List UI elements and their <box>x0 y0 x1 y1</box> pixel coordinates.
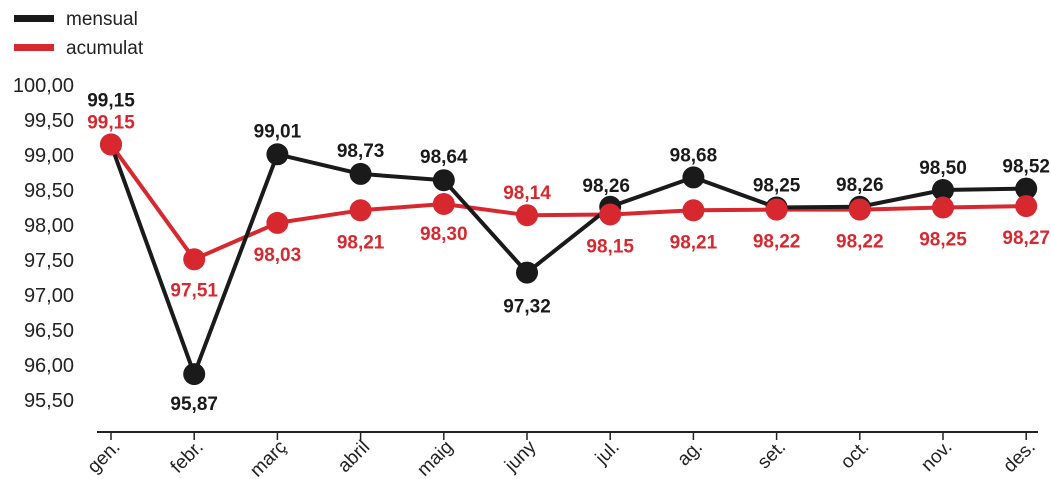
data-label-acumulat: 99,15 <box>87 113 135 134</box>
point-acumulat <box>932 196 954 219</box>
point-mensual <box>516 261 538 284</box>
data-label-acumulat: 98,14 <box>503 183 551 204</box>
x-tick-label: jul. <box>591 437 624 470</box>
data-label-mensual: 95,87 <box>170 394 218 415</box>
legend-label-acumulat: acumulat <box>66 38 144 59</box>
x-tick-label: nov. <box>917 437 956 476</box>
point-acumulat <box>848 198 871 221</box>
data-label-mensual: 98,50 <box>919 158 967 179</box>
x-tick-label: maig <box>413 437 457 479</box>
y-tick-label: 98,00 <box>24 215 74 237</box>
series-line-acumulat <box>109 143 1027 262</box>
x-tick-label: set. <box>754 437 791 474</box>
point-acumulat <box>682 199 705 222</box>
data-label-acumulat: 97,51 <box>170 280 218 301</box>
point-mensual <box>349 162 372 185</box>
data-label-mensual: 99,15 <box>87 91 135 112</box>
data-labels: 99,15 95,87 99,01 98,73 98,64 97,32 98,26 98,68… <box>87 91 1050 416</box>
data-label-mensual: 98,68 <box>670 145 718 166</box>
x-tick-label: oct. <box>837 437 874 474</box>
point-acumulat <box>432 193 455 215</box>
series-line-mensual <box>109 143 1027 377</box>
point-acumulat <box>599 203 622 226</box>
y-tick-label: 99,50 <box>24 110 74 132</box>
point-mensual <box>682 166 705 189</box>
x-tick-label: ag. <box>673 437 707 471</box>
point-mensual <box>1015 177 1038 200</box>
data-label-acumulat: 98,25 <box>919 230 967 251</box>
point-mensual <box>183 363 206 386</box>
x-tick-label: gen. <box>84 437 125 478</box>
legend-swatch-mensual <box>14 15 54 22</box>
point-acumulat <box>1015 195 1038 218</box>
data-label-acumulat: 98,21 <box>337 232 385 253</box>
legend: mensual acumulat <box>14 9 144 59</box>
data-label-acumulat: 98,15 <box>586 237 634 258</box>
legend-label-mensual: mensual <box>66 9 138 30</box>
data-label-acumulat: 98,22 <box>836 232 884 253</box>
y-tick-label: 97,50 <box>24 250 74 272</box>
y-tick-label: 100,00 <box>13 75 74 97</box>
data-label-acumulat: 98,21 <box>670 232 718 253</box>
data-label-mensual: 98,26 <box>836 175 884 196</box>
x-tick-label: abril <box>334 437 374 477</box>
data-label-mensual: 99,01 <box>254 121 302 142</box>
data-label-mensual: 98,26 <box>582 176 630 197</box>
y-tick-label: 96,50 <box>24 320 74 342</box>
y-tick-label: 97,00 <box>24 285 74 307</box>
data-label-mensual: 98,73 <box>337 141 385 162</box>
y-tick-label: 96,00 <box>24 355 74 377</box>
x-tick-label: juny <box>500 436 541 477</box>
point-acumulat <box>266 211 289 234</box>
point-acumulat <box>765 198 788 221</box>
y-tick-label: 99,00 <box>24 145 74 167</box>
data-label-mensual: 98,52 <box>1002 157 1050 178</box>
data-label-mensual: 97,32 <box>503 297 551 318</box>
point-acumulat <box>349 199 372 222</box>
x-tick-label: des. <box>999 437 1039 477</box>
y-tick-label: 98,50 <box>24 180 74 202</box>
y-tick-label: 95,50 <box>24 390 74 412</box>
data-label-acumulat: 98,27 <box>1002 228 1050 249</box>
x-tick-label: març <box>246 437 291 479</box>
data-label-acumulat: 98,03 <box>254 245 302 266</box>
x-tick-label: febr. <box>167 437 208 478</box>
y-axis: 100,00 99,50 99,00 98,50 98,00 97,50 97,00 96,5… <box>13 75 74 412</box>
point-mensual <box>432 169 455 192</box>
data-label-acumulat: 98,22 <box>753 232 801 253</box>
series-layer <box>100 133 1038 386</box>
legend-swatch-acumulat <box>14 44 54 51</box>
data-label-mensual: 98,25 <box>753 176 801 197</box>
data-label-acumulat: 98,30 <box>420 224 468 245</box>
point-acumulat <box>516 204 538 227</box>
point-acumulat <box>100 133 122 156</box>
x-axis: gen. febr. març abril maig juny jul. ag. set. oct… <box>84 432 1040 479</box>
point-mensual <box>266 143 289 166</box>
data-label-mensual: 98,64 <box>420 147 468 168</box>
point-acumulat <box>183 248 206 271</box>
point-mensual <box>932 179 954 201</box>
